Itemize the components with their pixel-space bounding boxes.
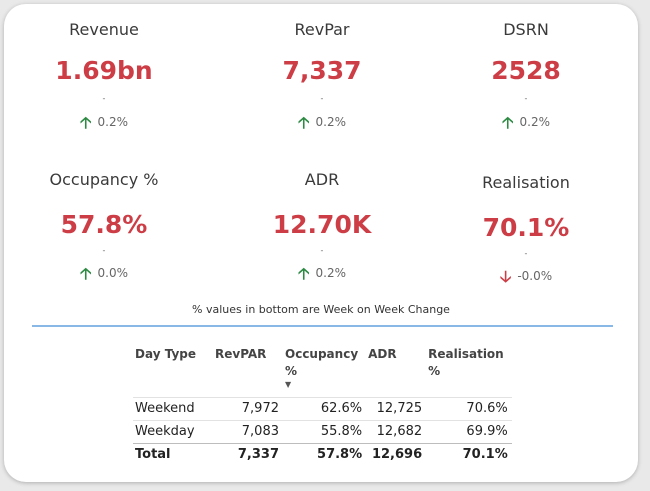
arrow-up-icon: 🡡 [80,264,92,283]
kpi-realisation: Realisation 70.1% - 🡣 -0.0% [426,173,626,293]
kpi-dash: - [320,246,324,255]
kpi-change: 🡡 0.2% [222,263,422,290]
kpi-title: Revenue [69,20,139,39]
kpi-title: Realisation [482,173,570,192]
arrow-up-icon: 🡡 [298,113,310,132]
cell-total-realisation: 70.1% [426,443,512,466]
kpi-change-value: 0.2% [519,115,551,129]
kpi-dsrn: DSRN 2528 - 🡡 0.2% [426,20,626,140]
kpi-revpar: RevPar 7,337 - 🡡 0.2% [222,20,422,140]
column-header-revpar[interactable]: RevPAR [215,347,267,361]
cell-occupancy: 55.8% [283,420,367,444]
kpi-revenue: Revenue 1.69bn - 🡡 0.2% [4,20,204,140]
cell-day-type: Weekday [133,420,213,444]
kpi-change-value: 0.2% [97,115,129,129]
kpi-change-value: 0.0% [97,266,129,280]
cell-occupancy: 62.6% [283,397,367,421]
cell-adr: 12,682 [366,420,427,444]
table-row[interactable]: Weekday 7,083 55.8% 12,682 69.9% [133,420,512,444]
arrow-up-icon: 🡡 [502,113,514,132]
section-divider [32,325,613,327]
kpi-dash: - [524,94,528,103]
kpi-value: 1.69bn [55,56,153,85]
kpi-dash: - [320,94,324,103]
kpi-value: 70.1% [482,213,570,242]
column-header-label: Occupancy % [285,347,359,378]
kpi-change-value: -0.0% [517,269,553,283]
kpi-title: ADR [304,170,340,189]
kpi-change: 🡡 0.0% [4,263,204,290]
arrow-down-icon: 🡣 [499,267,512,286]
kpi-value: 12.70K [272,210,372,239]
week-on-week-note: % values in bottom are Week on Week Chan… [192,303,450,316]
kpi-value: 7,337 [282,56,362,85]
cell-revpar: 7,083 [213,420,283,444]
kpi-value: 2528 [491,56,561,85]
kpi-dash: - [524,249,528,258]
cell-total-revpar: 7,337 [213,443,283,466]
kpi-change: 🡡 0.2% [222,112,422,139]
column-header-day-type[interactable]: Day Type [135,347,197,361]
column-header-adr[interactable]: ADR [368,347,397,361]
cell-realisation: 69.9% [426,420,512,444]
cell-adr: 12,725 [366,397,427,421]
table-row[interactable]: Weekend 7,972 62.6% 12,725 70.6% [133,397,512,421]
cell-total-adr: 12,696 [366,443,427,466]
kpi-change: 🡣 -0.0% [426,266,626,293]
cell-day-type: Weekend [133,397,213,421]
cell-realisation: 70.6% [426,397,512,421]
kpi-card: Revenue 1.69bn - 🡡 0.2% RevPar 7,337 - 🡡 0… [4,4,638,482]
day-type-table: Day Type RevPAR Occupancy % ▼ ADR Realis… [133,346,512,466]
kpi-change-value: 0.2% [315,115,347,129]
table-header-row: Day Type RevPAR Occupancy % ▼ ADR Realis… [133,346,512,398]
kpi-title: RevPar [294,20,350,39]
table-total-row: Total 7,337 57.8% 12,696 70.1% [133,443,512,466]
cell-revpar: 7,972 [213,397,283,421]
kpi-title: Occupancy % [49,170,159,189]
kpi-change: 🡡 0.2% [426,112,626,139]
kpi-dash: - [102,246,106,255]
kpi-change-value: 0.2% [315,266,347,280]
kpi-change: 🡡 0.2% [4,112,204,139]
kpi-adr: ADR 12.70K - 🡡 0.2% [222,170,422,290]
kpi-occupancy: Occupancy % 57.8% - 🡡 0.0% [4,170,204,290]
cell-total-label: Total [133,443,213,466]
column-header-realisation[interactable]: Realisation % [428,347,504,378]
cell-total-occupancy: 57.8% [283,443,367,466]
arrow-up-icon: 🡡 [80,113,92,132]
kpi-dash: - [102,94,106,103]
kpi-value: 57.8% [60,210,148,239]
kpi-title: DSRN [503,20,549,39]
sort-descending-icon[interactable]: ▼ [285,380,292,389]
arrow-up-icon: 🡡 [298,264,310,283]
column-header-occupancy[interactable]: Occupancy % ▼ [283,346,366,398]
